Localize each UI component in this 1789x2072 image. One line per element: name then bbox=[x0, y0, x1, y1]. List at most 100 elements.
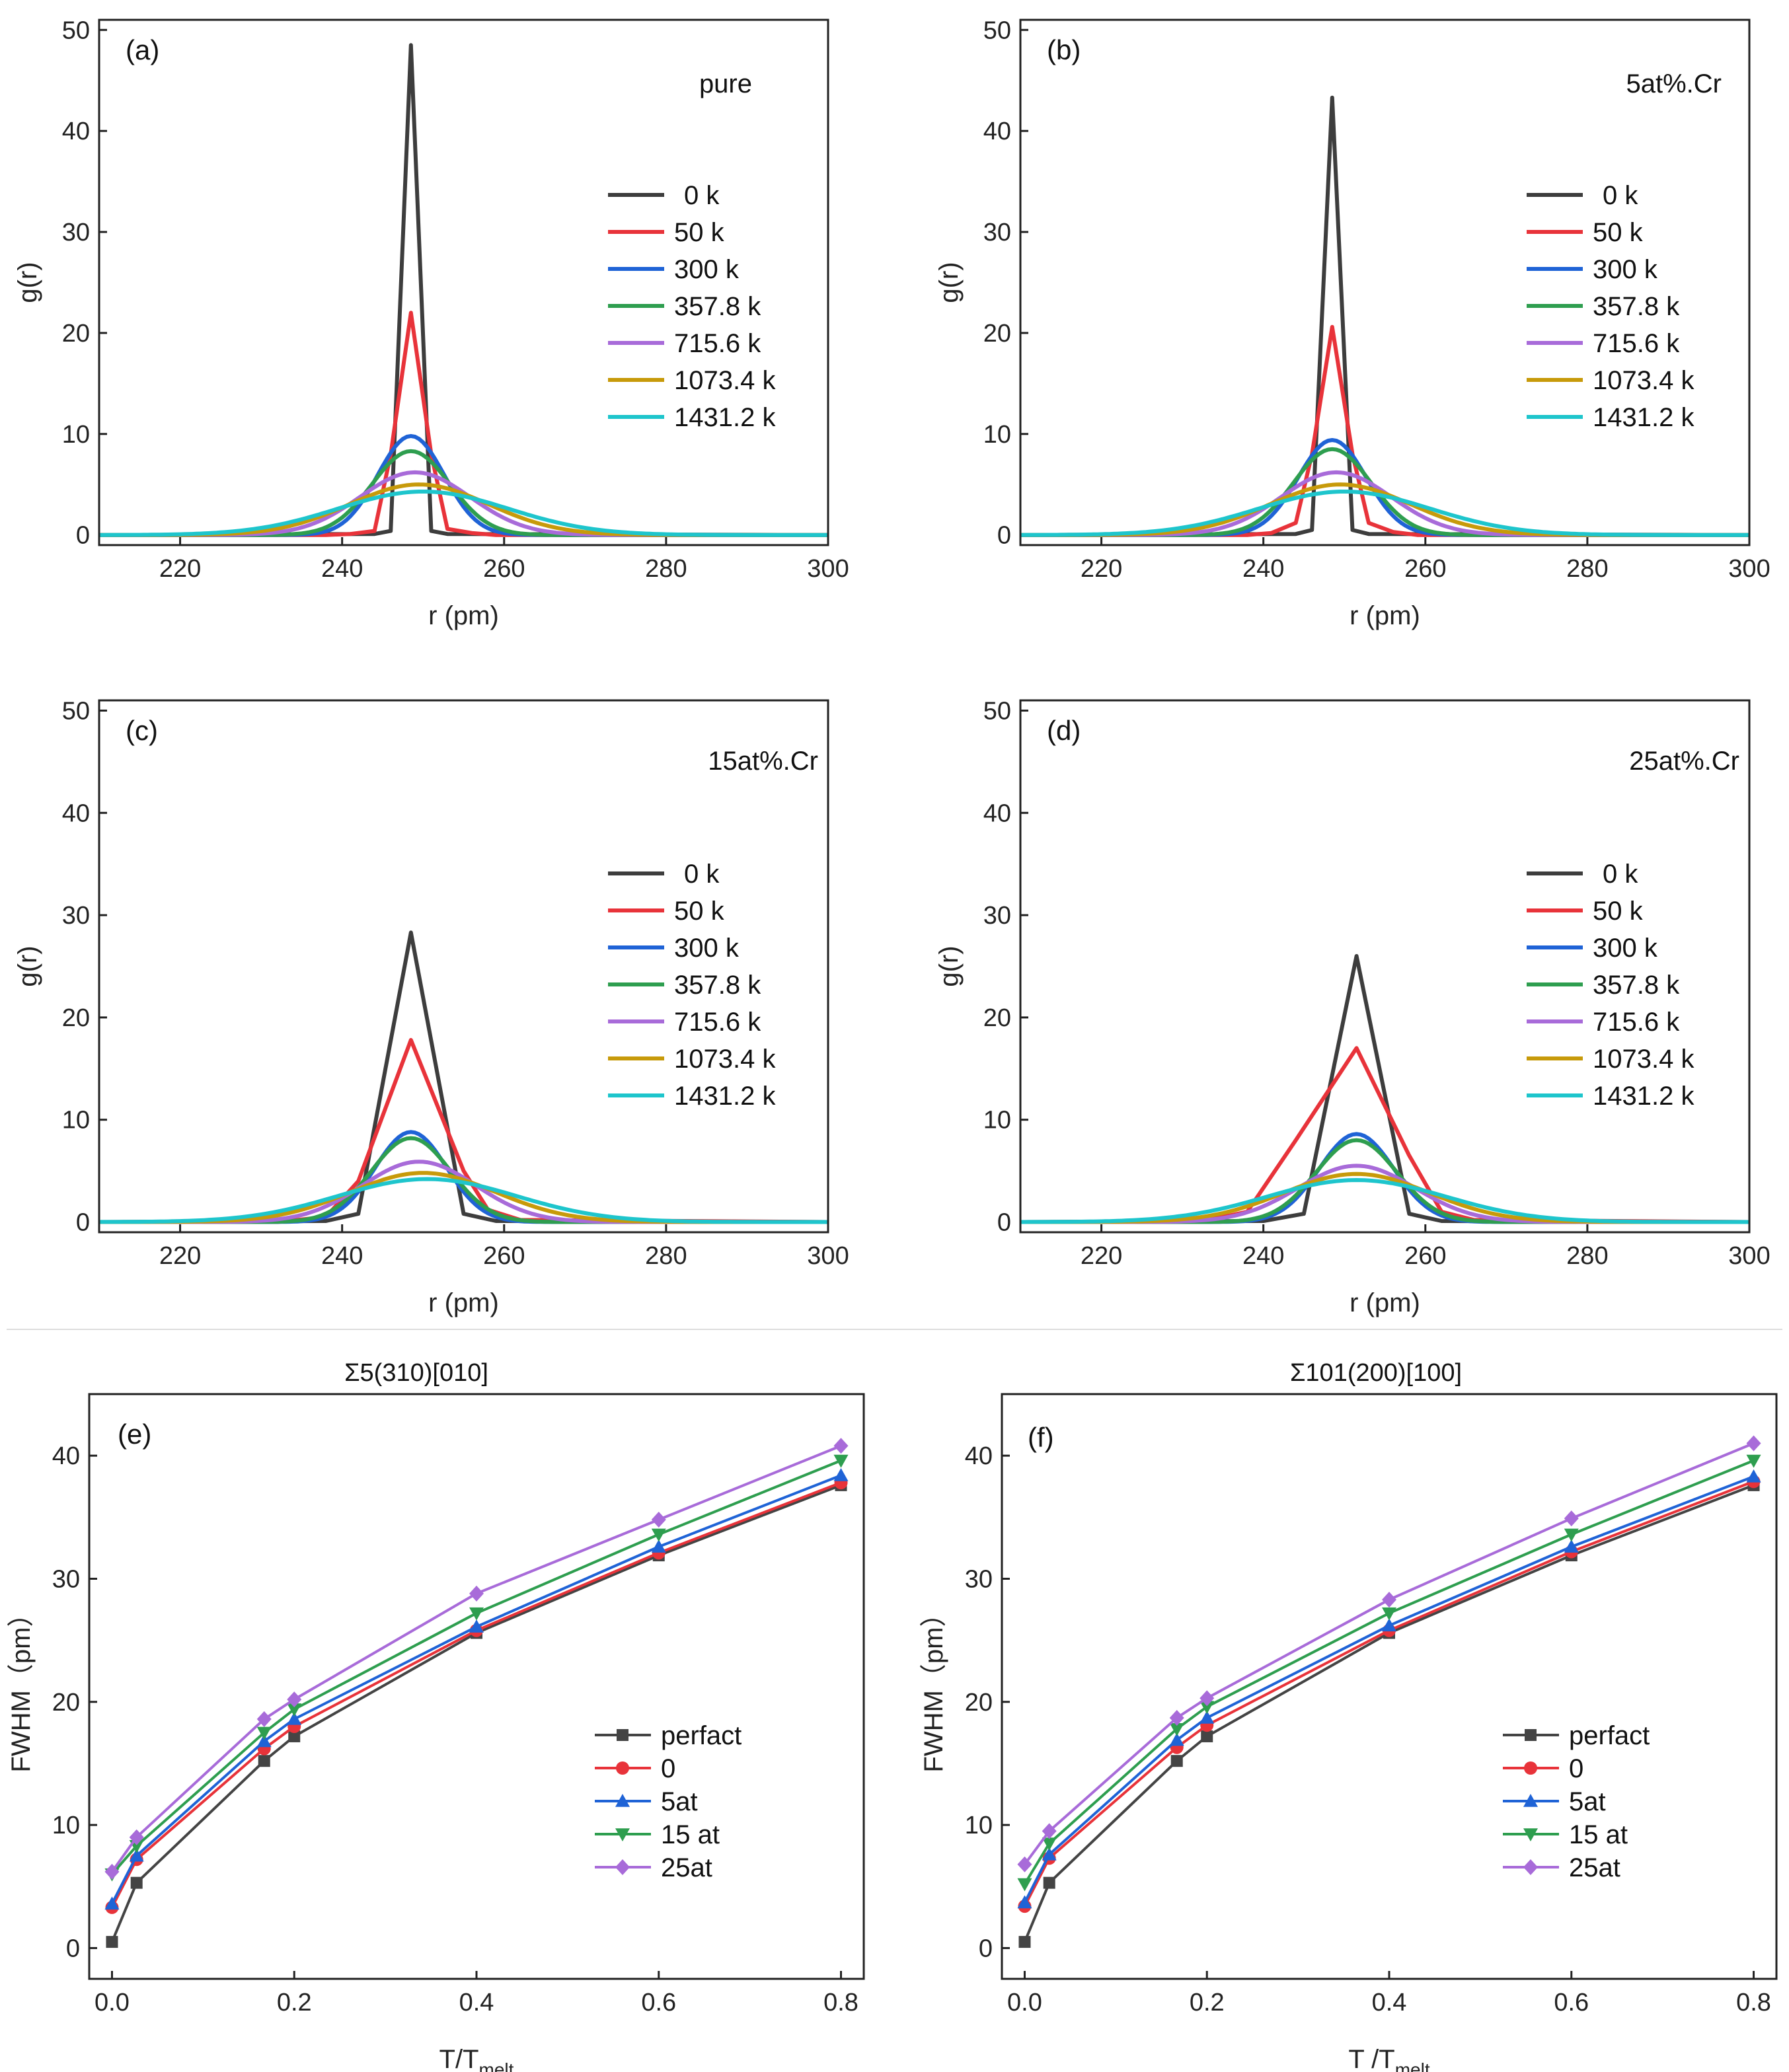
legend-marker bbox=[615, 1794, 630, 1807]
y-tick-label: 30 bbox=[52, 1565, 80, 1593]
x-tick-label: 220 bbox=[159, 555, 201, 583]
series-line-50-k bbox=[1020, 1046, 1749, 1224]
legend-label: 715.6 k bbox=[1593, 329, 1680, 358]
y-tick-label: 0 bbox=[979, 1935, 993, 1962]
data-point bbox=[1564, 1528, 1579, 1542]
x-tick-label: 0.6 bbox=[1554, 1989, 1589, 2016]
series-line-50-k bbox=[99, 311, 828, 537]
x-axis-label: T/Tmelt bbox=[439, 2045, 514, 2072]
series-line-300-k bbox=[1020, 438, 1749, 537]
data-point bbox=[1169, 1722, 1184, 1736]
x-tick-label: 0.6 bbox=[641, 1989, 676, 2016]
series-line-1431-2-k bbox=[99, 1177, 828, 1224]
legend-label: 5at bbox=[1569, 1787, 1606, 1816]
legend-marker bbox=[617, 1729, 628, 1741]
legend-label: 715.6 k bbox=[674, 1008, 761, 1037]
panel-e: 0.0 0.2 0.4 0.6 0.8 0 10 20 30 40 (e) Σ5(310)[010] T… bbox=[7, 1359, 865, 2072]
data-point bbox=[1746, 1435, 1761, 1452]
series-line-0-k bbox=[1020, 954, 1749, 1224]
series-line-1431-2-k bbox=[1020, 1178, 1749, 1224]
data-point bbox=[129, 1848, 144, 1862]
y-tick-label: 50 bbox=[62, 17, 90, 44]
series-line-0-k bbox=[99, 930, 828, 1224]
y-axis-label: FWHM（pm） bbox=[919, 1601, 948, 1773]
legend-label: 0 bbox=[661, 1754, 675, 1783]
data-point bbox=[287, 1691, 302, 1708]
legend-marker bbox=[615, 1859, 630, 1875]
data-point bbox=[1382, 1607, 1396, 1621]
x-tick-label: 240 bbox=[1242, 1242, 1284, 1270]
legend-label: 25at bbox=[1569, 1853, 1620, 1882]
x-axis-label-subscript: melt bbox=[479, 2059, 514, 2072]
x-axis-label: r (pm) bbox=[1350, 1288, 1420, 1317]
y-tick-label: 40 bbox=[983, 799, 1011, 827]
panel-label: (b) bbox=[1047, 34, 1081, 65]
legend-label: 300 k bbox=[674, 934, 740, 963]
y-tick-label: 40 bbox=[965, 1442, 993, 1470]
legend-marker bbox=[1523, 1794, 1538, 1807]
legend: 0 k 50 k 300 k 357.8 k 715.6 k 1073.4 k 1431.2… bbox=[1527, 181, 1694, 432]
x-axis-label: T /Tmelt bbox=[1348, 2045, 1429, 2072]
data-point bbox=[469, 1607, 484, 1621]
x-tick-label: 240 bbox=[1242, 555, 1284, 583]
x-tick-label: 240 bbox=[321, 555, 363, 583]
x-tick-label: 0.8 bbox=[823, 1989, 858, 2016]
y-axis-label: g(r) bbox=[934, 945, 964, 986]
data-point bbox=[651, 1539, 666, 1553]
y-axis-label: g(r) bbox=[13, 262, 42, 303]
panel-annotation: 15at%.Cr bbox=[708, 747, 818, 776]
legend-label: 1431.2 k bbox=[1593, 403, 1694, 432]
x-tick-label: 300 bbox=[807, 555, 849, 583]
data-point bbox=[287, 1703, 302, 1717]
x-tick-label: 300 bbox=[807, 1242, 849, 1270]
y-tick-label: 0 bbox=[76, 522, 90, 550]
y-axis-label: FWHM（pm） bbox=[7, 1601, 36, 1773]
x-tick-label: 220 bbox=[1081, 1242, 1122, 1270]
y-tick-label: 10 bbox=[983, 1107, 1011, 1134]
legend-label: 300 k bbox=[1593, 934, 1658, 963]
data-point bbox=[287, 1711, 302, 1725]
panel-label: (a) bbox=[126, 34, 159, 65]
series-line-0 bbox=[1023, 1480, 1755, 1907]
panel-label: (d) bbox=[1047, 715, 1081, 746]
plot-area bbox=[99, 43, 828, 537]
legend-label: 1073.4 k bbox=[674, 1045, 776, 1074]
series-line-perfact bbox=[110, 1484, 842, 1942]
data-point bbox=[1169, 1710, 1184, 1726]
data-point bbox=[104, 1896, 120, 1910]
y-tick-label: 0 bbox=[997, 522, 1011, 550]
legend-marker bbox=[616, 1761, 629, 1775]
y-tick-label: 50 bbox=[983, 17, 1011, 44]
data-point bbox=[1169, 1732, 1184, 1746]
panel-f: 0.0 0.2 0.4 0.6 0.8 0 10 20 30 40 (f) Σ101(200)[100… bbox=[919, 1359, 1778, 2072]
x-tick-label: 220 bbox=[1081, 555, 1122, 583]
axes-frame bbox=[98, 699, 829, 1234]
legend-label: 300 k bbox=[1593, 255, 1658, 284]
panel-annotation: pure bbox=[699, 69, 752, 98]
data-point bbox=[129, 1829, 144, 1845]
legend-label: 1073.4 k bbox=[674, 366, 776, 395]
data-point bbox=[1382, 1592, 1396, 1608]
panel-d: 220 240 260 280 300 0 10 20 30 40 50 (d) 25at%.Cr r (… bbox=[934, 697, 1770, 1317]
y-tick-label: 40 bbox=[983, 118, 1011, 145]
x-tick-label: 280 bbox=[1566, 555, 1608, 583]
y-tick-label: 30 bbox=[983, 219, 1011, 246]
data-point bbox=[256, 1711, 272, 1727]
y-tick-label: 30 bbox=[62, 219, 90, 246]
panel-annotation: 25at%.Cr bbox=[1629, 747, 1739, 776]
series-line-15-at bbox=[110, 1459, 842, 1875]
legend-label: 357.8 k bbox=[1593, 292, 1680, 321]
data-point bbox=[469, 1585, 484, 1602]
y-tick-label: 40 bbox=[62, 118, 90, 145]
data-point bbox=[1018, 1936, 1031, 1948]
y-tick-label: 10 bbox=[52, 1812, 80, 1839]
data-point bbox=[1017, 1856, 1032, 1872]
data-point bbox=[833, 1438, 849, 1454]
data-point bbox=[833, 1467, 849, 1481]
y-tick-label: 10 bbox=[965, 1812, 993, 1839]
legend: 0 k 50 k 300 k 357.8 k 715.6 k 1073.4 k 1431.2… bbox=[608, 181, 776, 432]
data-point bbox=[256, 1734, 272, 1748]
plot-area bbox=[1017, 1435, 1761, 1948]
data-point bbox=[833, 1454, 849, 1468]
series-line-0 bbox=[110, 1481, 842, 1908]
